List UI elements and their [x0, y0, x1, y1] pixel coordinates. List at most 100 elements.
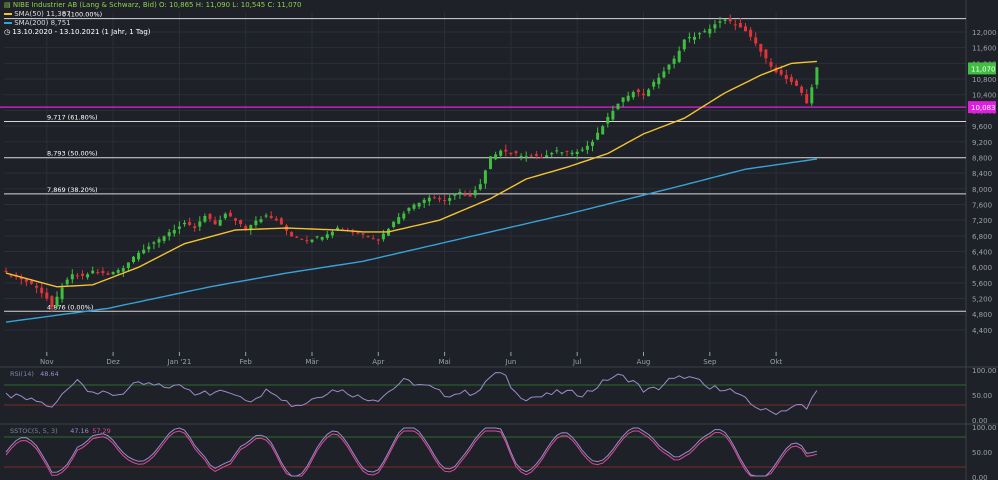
sma200-legend[interactable]: SMA(200) 8,751	[4, 19, 71, 28]
candle	[667, 64, 671, 70]
fibonacci-label: 9,717 (61.80%)	[47, 113, 98, 121]
candle	[677, 50, 681, 62]
candle	[81, 273, 84, 276]
candle	[545, 155, 549, 158]
candle	[560, 152, 564, 154]
y-tick-label: 8,400	[972, 170, 992, 178]
y-tick-label: 9,200	[972, 139, 992, 147]
x-tick-label: Apr	[372, 358, 384, 366]
candle	[60, 287, 64, 300]
fibonacci-label: 8,793 (50.00%)	[47, 150, 98, 158]
candle	[336, 227, 339, 231]
candle	[223, 213, 227, 219]
x-tick-label: Nov	[40, 358, 54, 366]
x-tick-label: Jun	[504, 358, 516, 366]
candle	[392, 221, 396, 228]
candle	[132, 256, 135, 262]
candle	[744, 26, 747, 32]
instrument-title: NIBE Industrier AB (Lang & Schwarz, Bid)…	[12, 1, 302, 9]
sma50-label: SMA(50)	[14, 10, 44, 18]
candle	[295, 236, 299, 238]
candle	[305, 240, 309, 242]
chart-header: ▤ NIBE Industrier AB (Lang & Schwarz, Bi…	[4, 1, 301, 10]
candle	[330, 231, 334, 236]
sma50-value: 11,387	[46, 10, 71, 18]
candle	[228, 212, 232, 217]
candle	[422, 199, 426, 204]
x-tick-label: Jan '21	[166, 358, 191, 366]
candle	[519, 155, 523, 157]
candle	[279, 218, 283, 225]
candle	[749, 29, 753, 37]
candle	[55, 296, 59, 307]
candle	[24, 279, 28, 282]
candle	[524, 156, 528, 158]
y-tick-label: 6,800	[972, 233, 992, 241]
stoch-value: 47.16	[70, 427, 89, 435]
candle	[269, 215, 273, 219]
candle	[198, 221, 202, 227]
sma50-legend[interactable]: SMA(50) 11,387	[4, 10, 71, 19]
candle	[723, 19, 727, 21]
rsi-line	[5, 372, 818, 416]
rsi-y-tick-label: 50.00	[972, 392, 992, 400]
candle	[504, 149, 508, 152]
candle	[443, 199, 447, 201]
candle	[239, 220, 243, 225]
candle	[473, 190, 477, 196]
candle	[611, 111, 615, 120]
candle	[636, 89, 640, 93]
candle	[463, 194, 467, 196]
y-tick-label: 6,400	[972, 249, 992, 257]
candle	[412, 204, 416, 209]
candle	[784, 75, 788, 79]
candle	[616, 103, 620, 110]
candle	[137, 252, 141, 260]
x-tick-label: Jul	[572, 358, 582, 366]
candle	[728, 18, 732, 22]
candle	[550, 152, 554, 155]
candle	[193, 226, 197, 229]
candle	[249, 225, 253, 230]
candle	[448, 198, 452, 201]
candle	[417, 202, 421, 207]
stoch-title: SSTOC(5, 5, 3)	[10, 427, 58, 435]
y-tick-label: 10,400	[972, 92, 997, 100]
candle	[647, 89, 651, 97]
candle	[290, 232, 294, 237]
candle	[213, 220, 217, 225]
candle	[96, 272, 100, 274]
candle	[371, 238, 375, 240]
candle	[432, 197, 436, 199]
y-tick-label: 11,600	[972, 45, 997, 53]
candle	[183, 222, 186, 225]
rsi-y-tick-label: 100.00	[972, 367, 997, 375]
y-tick-label: 7,600	[972, 201, 992, 209]
candle	[458, 191, 462, 194]
x-tick-label: Aug	[637, 358, 651, 366]
rsi-title: RSI(14)	[10, 370, 34, 378]
line-chart-icon: ▤	[4, 1, 11, 9]
candle	[70, 274, 74, 280]
candle	[147, 246, 151, 250]
candle	[172, 230, 176, 234]
candle	[208, 213, 212, 220]
stoch-y-tick-label: 100.00	[972, 424, 997, 432]
candle	[101, 271, 105, 274]
period-label: 13.10.2020 - 13.10.2021 (1 Jahr, 1 Tag)	[12, 28, 151, 36]
candle	[805, 94, 809, 104]
candle	[106, 273, 110, 275]
candle	[565, 150, 569, 152]
candle	[351, 231, 355, 233]
candle	[91, 270, 95, 274]
stoch-line	[5, 427, 818, 477]
candle	[407, 207, 411, 212]
candle	[300, 238, 304, 240]
candle	[499, 150, 503, 156]
sma50-line	[5, 60, 817, 288]
candle	[50, 296, 54, 308]
candle	[621, 97, 625, 103]
candle	[652, 81, 656, 87]
candle	[86, 274, 90, 278]
